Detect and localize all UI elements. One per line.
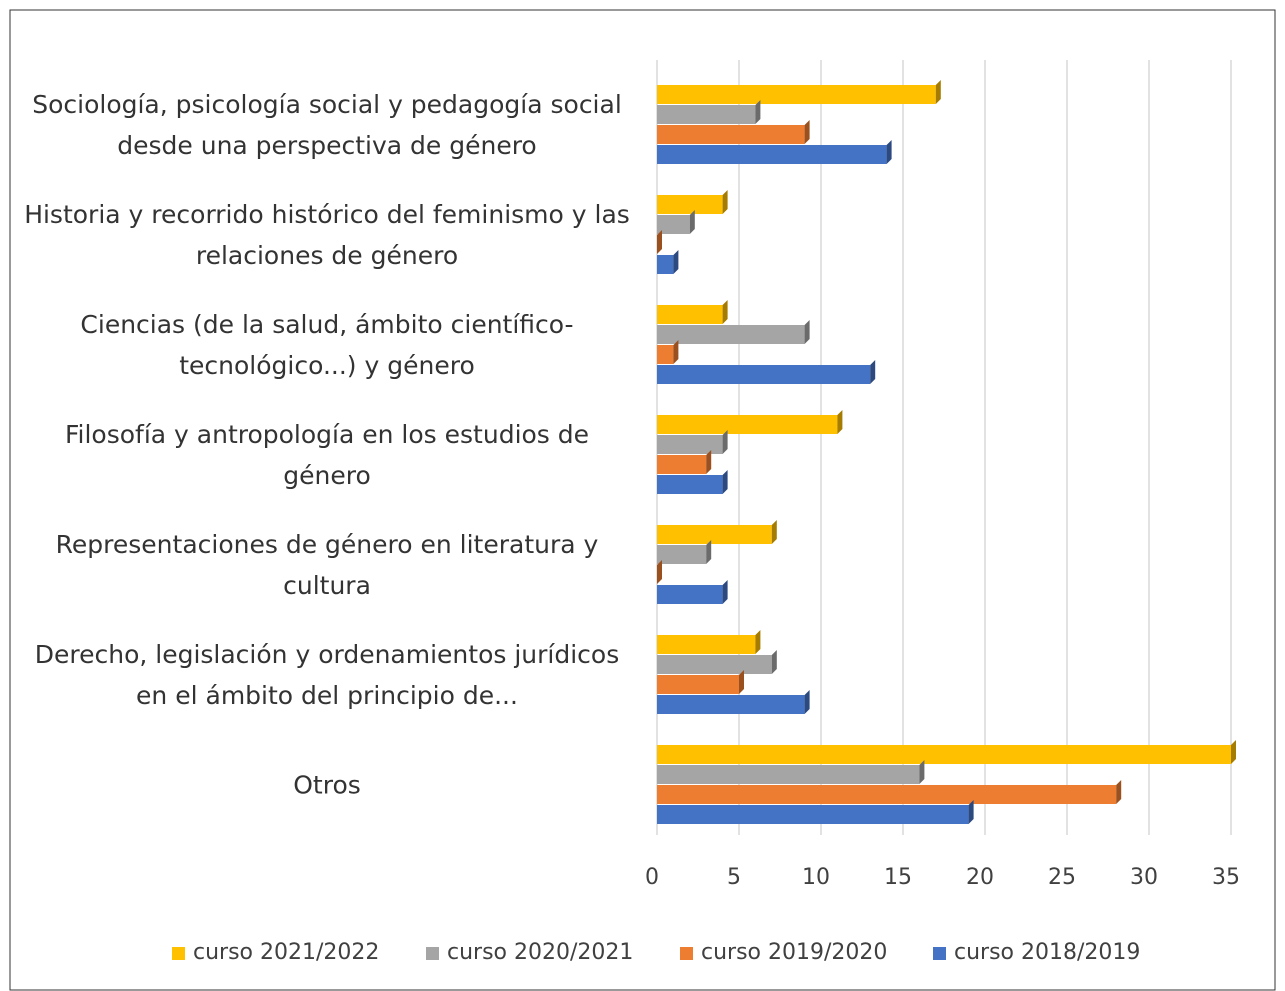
- bar: [657, 305, 723, 324]
- bar: [657, 455, 707, 474]
- bar: [657, 765, 920, 784]
- bar: [657, 785, 1117, 804]
- bar-side: [771, 650, 777, 674]
- bar: [657, 695, 805, 714]
- bar-side: [673, 250, 679, 274]
- category-label: Sociología, psicología social y pedagogí…: [32, 90, 622, 160]
- bar: [657, 125, 805, 144]
- bar-side: [755, 100, 761, 124]
- bar-side: [870, 360, 876, 384]
- bar-side: [935, 80, 941, 104]
- legend-swatch: [426, 947, 439, 960]
- bar-side: [771, 520, 777, 544]
- legend-label: curso 2020/2021: [447, 940, 633, 965]
- bar-side: [657, 560, 662, 584]
- x-tick-label: 10: [802, 865, 830, 890]
- bar: [657, 745, 1231, 764]
- bar: [657, 255, 674, 274]
- bar: [657, 805, 969, 824]
- bar: [657, 635, 756, 654]
- bar-side: [722, 430, 728, 454]
- x-tick-label: 5: [727, 865, 741, 890]
- bar-side: [968, 800, 974, 824]
- bar: [657, 585, 723, 604]
- bar: [657, 85, 936, 104]
- x-tick-label: 25: [1048, 865, 1076, 890]
- bar: [657, 195, 723, 214]
- bar: [657, 145, 887, 164]
- bar-side: [706, 540, 712, 564]
- category-label: Filosofía y antropología en los estudios…: [64, 420, 590, 490]
- bar: [657, 325, 805, 344]
- category-label: Otros: [293, 770, 361, 800]
- category-label: Historia y recorrido histórico del femin…: [24, 200, 630, 270]
- bar-side: [804, 320, 810, 344]
- x-tick-label: 20: [966, 865, 994, 890]
- bar: [657, 675, 739, 694]
- bar: [657, 345, 674, 364]
- bar-side: [739, 670, 744, 694]
- legend-swatch: [680, 947, 693, 960]
- bar: [657, 415, 838, 434]
- bar-side: [722, 190, 728, 214]
- bar-side: [722, 580, 728, 604]
- bar: [657, 215, 690, 234]
- bar: [657, 545, 707, 564]
- bar-side: [804, 690, 810, 714]
- legend-label: curso 2021/2022: [193, 940, 379, 965]
- frame: [9, 9, 1276, 991]
- legend-swatch: [933, 947, 946, 960]
- bar-side: [722, 470, 728, 494]
- legend-label: curso 2019/2020: [701, 940, 887, 965]
- bar: [657, 525, 772, 544]
- legend-swatch: [172, 947, 185, 960]
- bar-side: [804, 120, 810, 144]
- bar-side: [706, 450, 712, 474]
- bar-side: [657, 230, 662, 254]
- x-tick-label: 15: [884, 865, 912, 890]
- bar-side: [837, 410, 843, 434]
- bar: [657, 475, 723, 494]
- bar-side: [689, 210, 695, 234]
- bar-side: [673, 340, 679, 364]
- legend-label: curso 2018/2019: [954, 940, 1140, 965]
- category-label: Representaciones de género en literatura…: [55, 530, 599, 600]
- bar: [657, 435, 723, 454]
- bar: [657, 365, 871, 384]
- x-tick-label: 35: [1212, 865, 1240, 890]
- x-tick-label: 0: [645, 865, 659, 890]
- x-tick-label: 30: [1130, 865, 1158, 890]
- category-label: Ciencias (de la salud, ámbito científico…: [80, 310, 574, 380]
- bar: [657, 655, 772, 674]
- bar-side: [1231, 740, 1236, 764]
- category-label: Derecho, legislación y ordenamientos jur…: [34, 640, 620, 710]
- bar-side: [722, 300, 728, 324]
- bar-side: [1116, 780, 1122, 804]
- bar-side: [919, 760, 925, 784]
- bar-side: [755, 630, 761, 654]
- bar-side: [886, 140, 892, 164]
- bar: [657, 105, 756, 124]
